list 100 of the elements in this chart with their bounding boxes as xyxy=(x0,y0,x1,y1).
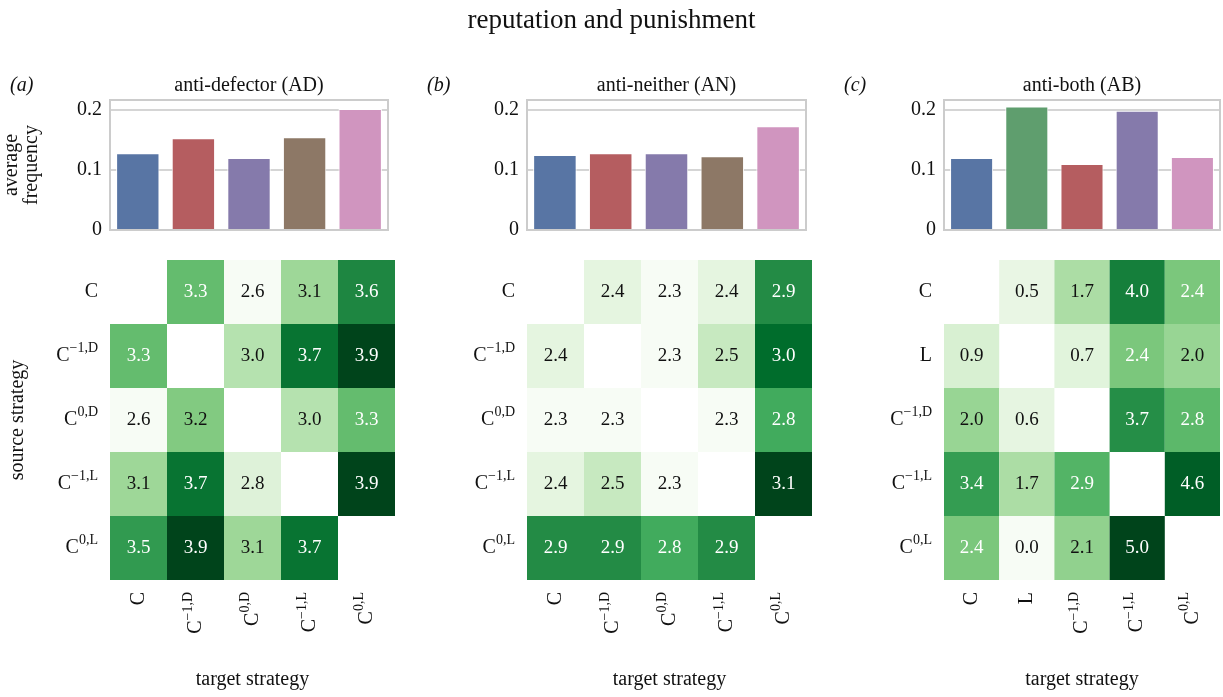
y-tick-label: 0 xyxy=(509,217,519,240)
y-tick-label: 0.2 xyxy=(77,97,102,120)
x-tick-label: C−1,L xyxy=(710,591,736,633)
data-label: 3.9 xyxy=(354,471,379,493)
y-tick-label: 0.1 xyxy=(494,157,519,180)
data-label: 3.6 xyxy=(354,279,379,301)
data-label: 2.3 xyxy=(657,343,682,365)
y-tick-label: 0.2 xyxy=(494,97,519,120)
data-label: 2.4 xyxy=(714,279,739,301)
data-label: 2.4 xyxy=(543,343,568,365)
text: (b) xyxy=(427,73,451,97)
x-tick-label: C−1,D xyxy=(1066,591,1092,634)
data-label: 2.3 xyxy=(600,407,625,429)
x-tick-label: C−1,L xyxy=(1121,591,1147,633)
y-tick-label: 0 xyxy=(92,217,102,240)
data-label: 2.8 xyxy=(657,535,682,557)
data-label: 2.6 xyxy=(240,279,265,301)
data-label: 1.7 xyxy=(1070,279,1094,301)
x-tick-label: L xyxy=(1014,592,1037,605)
x-tick-label: C0,D xyxy=(653,591,679,626)
data-label: 2.0 xyxy=(959,407,984,429)
data-label: 2.4 xyxy=(600,279,625,301)
data-label: 2.9 xyxy=(1070,471,1094,493)
chart-title: anti-defector (AD) xyxy=(174,73,324,97)
data-label: 2.9 xyxy=(600,535,625,557)
data-label: 2.4 xyxy=(959,535,984,557)
data-label: 3.1 xyxy=(240,535,265,557)
data-label: 2.8 xyxy=(771,407,796,429)
data-label: 3.0 xyxy=(240,343,265,365)
y-tick-label: C xyxy=(84,279,98,302)
x-tick-label: C0,L xyxy=(1176,591,1202,625)
y-tick-label: 0.1 xyxy=(77,157,102,180)
data-label: 2.4 xyxy=(1125,343,1150,365)
text: (c) xyxy=(844,73,867,97)
data-label: 3.9 xyxy=(354,343,379,365)
data-label: 2.5 xyxy=(714,343,739,365)
x-tick-label: C−1,D xyxy=(596,591,622,634)
data-label: 3.7 xyxy=(183,471,208,493)
x-axis-title: target strategy xyxy=(195,667,310,691)
data-label: 2.5 xyxy=(600,471,625,493)
data-label: 3.1 xyxy=(126,471,151,493)
data-label: 2.3 xyxy=(714,407,739,429)
data-label: 3.7 xyxy=(297,535,322,557)
x-tick-label: C−1,D xyxy=(179,591,205,634)
x-tick-label: C0,L xyxy=(767,591,793,625)
y-tick-label: 0.1 xyxy=(911,157,936,180)
x-tick-label: C xyxy=(542,592,565,606)
data-label: 2.4 xyxy=(1180,279,1205,301)
data-label: 1.7 xyxy=(1014,471,1039,493)
chart-title: anti-both (AB) xyxy=(1022,73,1142,97)
data-label: 3.9 xyxy=(183,535,208,557)
data-label: 3.3 xyxy=(183,279,208,301)
data-label: 2.9 xyxy=(543,535,568,557)
data-label: 3.2 xyxy=(183,407,208,429)
data-label: 3.3 xyxy=(126,343,151,365)
data-label: 3.1 xyxy=(771,471,796,493)
data-label: 2.0 xyxy=(1180,343,1205,365)
data-label: 2.3 xyxy=(543,407,568,429)
x-axis-title: target strategy xyxy=(1025,667,1139,691)
data-label: 2.8 xyxy=(1180,407,1205,429)
data-label: 3.7 xyxy=(1125,407,1150,429)
data-label: 3.0 xyxy=(771,343,796,365)
chart-title: anti-neither (AN) xyxy=(596,73,737,97)
data-label: 3.4 xyxy=(959,471,984,493)
data-label: 0.6 xyxy=(1014,407,1039,429)
x-tick-label: C xyxy=(125,592,148,606)
x-tick-label: C0,D xyxy=(236,591,262,626)
data-label: 2.4 xyxy=(543,471,568,493)
data-label: 5.0 xyxy=(1125,535,1150,557)
data-label: 3.1 xyxy=(297,279,322,301)
data-label: 3.7 xyxy=(297,343,322,365)
x-tick-label: C0,L xyxy=(350,591,376,625)
x-tick-label: C−1,L xyxy=(293,591,319,633)
data-label: 4.6 xyxy=(1180,471,1205,493)
y-tick-label: C xyxy=(918,279,932,302)
y-tick-label: C xyxy=(501,279,515,302)
y-tick-label: 0.2 xyxy=(911,97,936,120)
y-axis-title: average frequency xyxy=(0,125,43,205)
text: (a) xyxy=(10,73,34,97)
y-axis-title: source strategy xyxy=(5,359,29,481)
data-label: 2.9 xyxy=(714,535,739,557)
x-tick-label: C xyxy=(958,592,981,606)
data-label: 0.5 xyxy=(1014,279,1039,301)
x-axis-title: target strategy xyxy=(612,667,727,691)
data-label: 2.3 xyxy=(657,279,682,301)
data-label: 4.0 xyxy=(1125,279,1150,301)
text: reputation and punishment xyxy=(466,4,757,35)
data-label: 2.8 xyxy=(240,471,265,493)
y-tick-label: L xyxy=(919,343,932,366)
data-label: 2.9 xyxy=(771,279,796,301)
data-label: 0.0 xyxy=(1014,535,1039,557)
data-label: 3.3 xyxy=(354,407,379,429)
data-label: 0.9 xyxy=(959,343,984,365)
data-label: 3.0 xyxy=(297,407,322,429)
y-tick-label: 0 xyxy=(926,217,936,240)
data-label: 2.6 xyxy=(126,407,151,429)
data-label: 0.7 xyxy=(1070,343,1094,365)
data-label: 2.3 xyxy=(657,471,682,493)
data-label: 2.1 xyxy=(1070,535,1094,557)
data-label: 3.5 xyxy=(126,535,151,557)
